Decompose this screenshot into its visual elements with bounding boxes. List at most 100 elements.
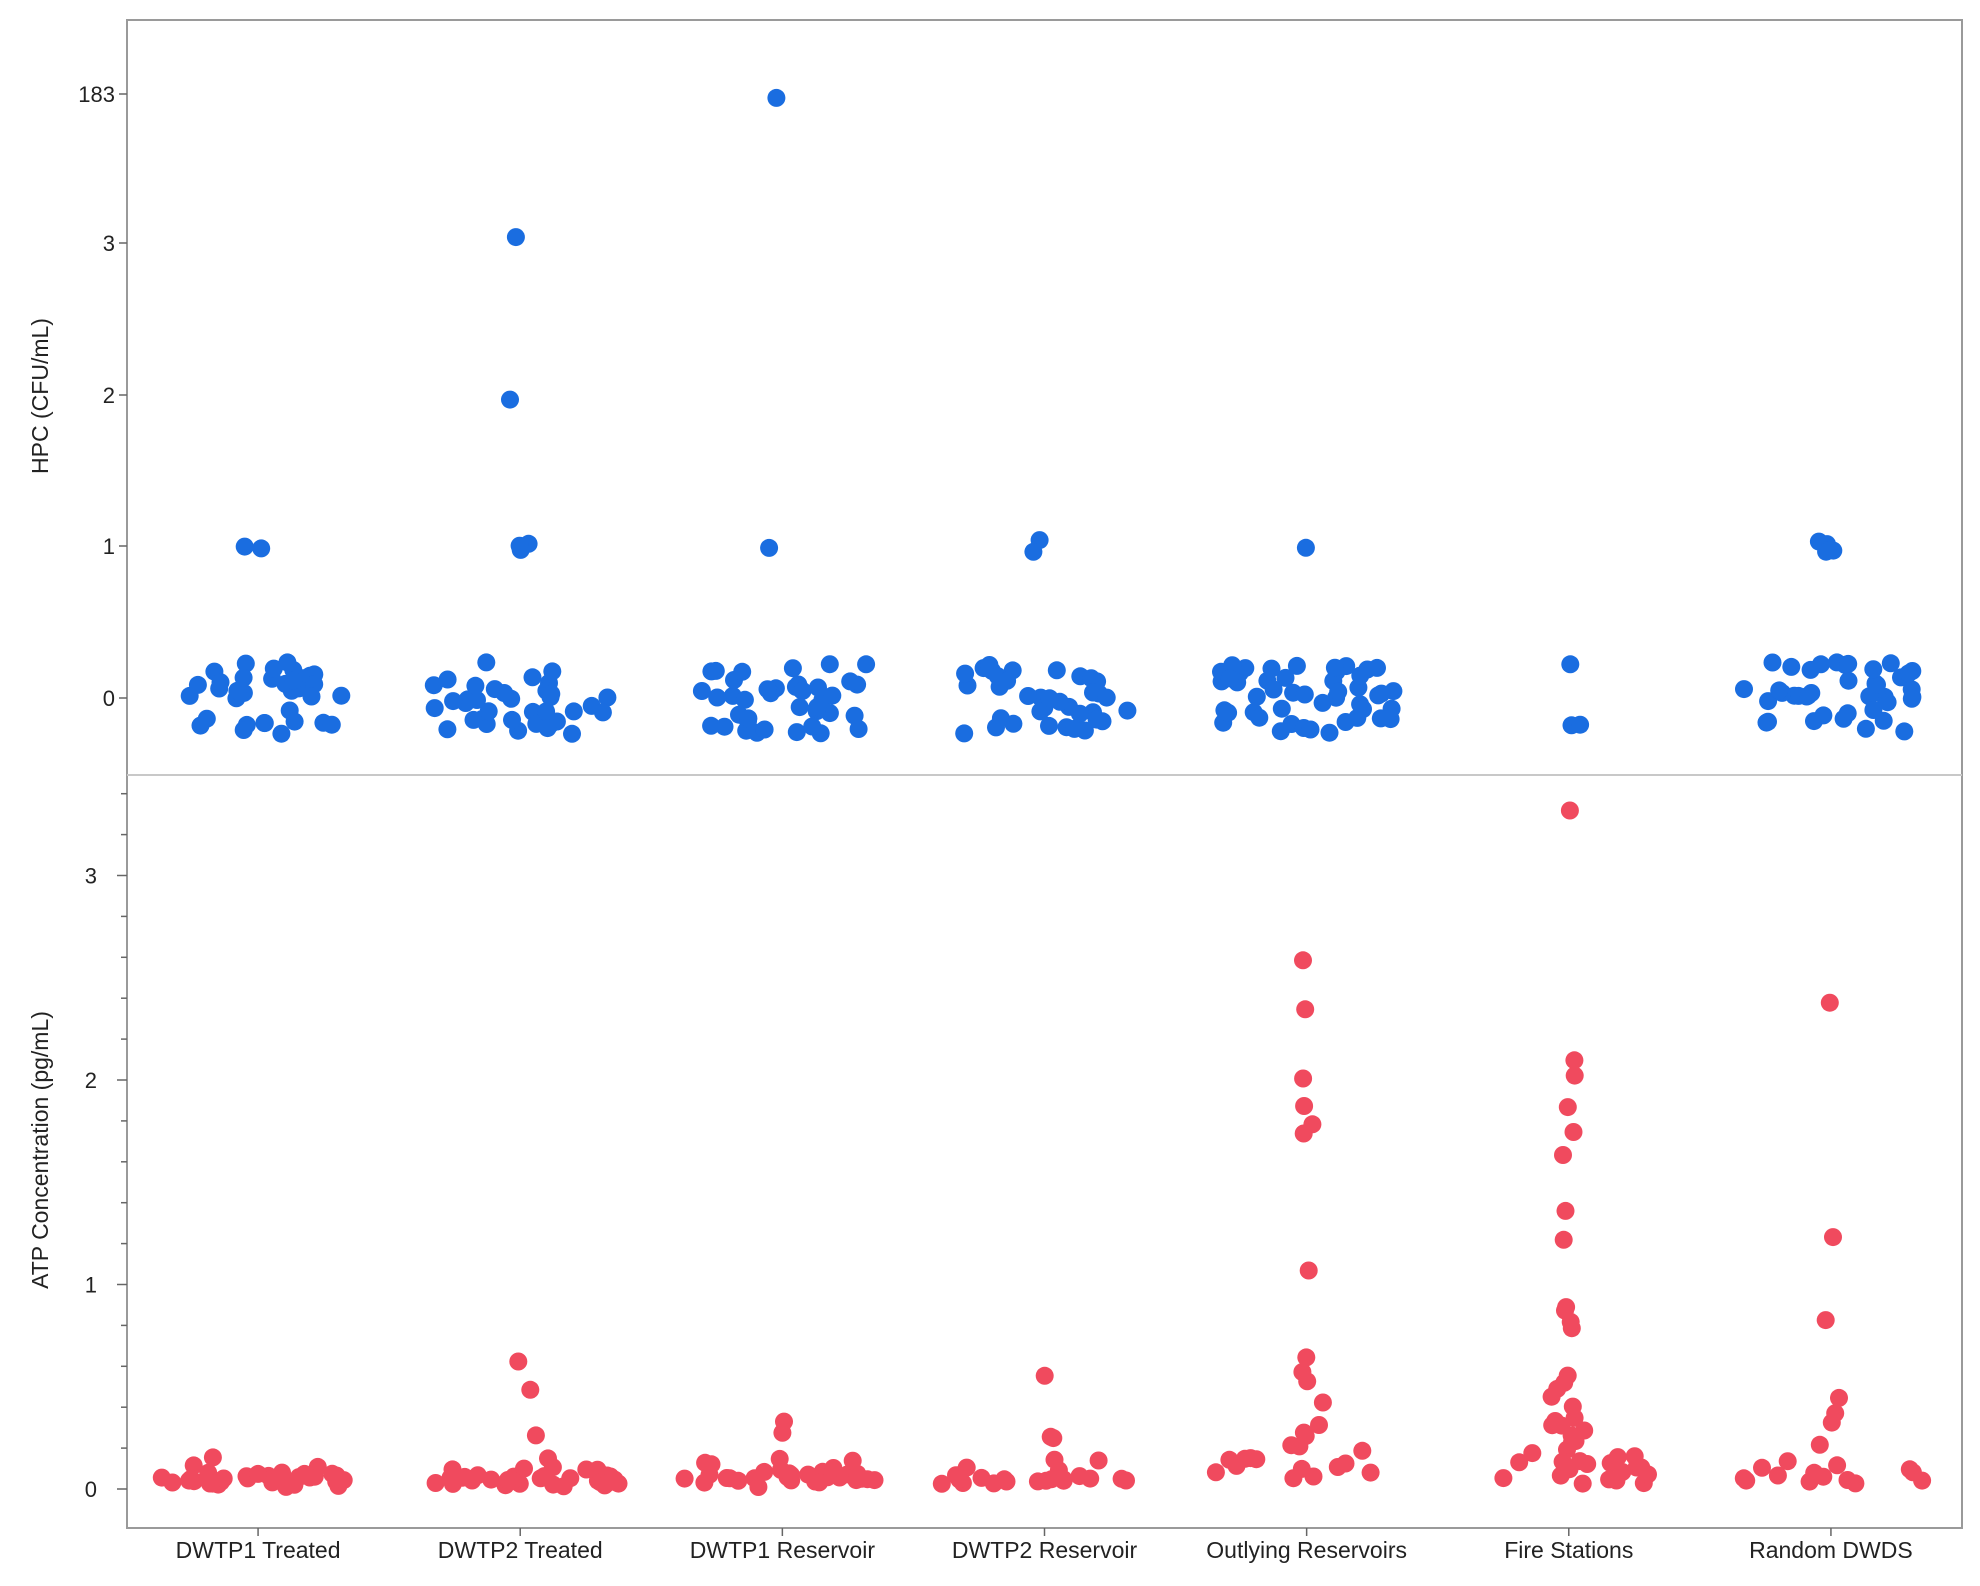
atp-point xyxy=(1838,1471,1857,1489)
atp-point xyxy=(1353,1441,1372,1460)
atp-point xyxy=(561,1469,580,1488)
hpc-point xyxy=(468,691,486,709)
atp-point xyxy=(810,1473,829,1492)
hpc-point xyxy=(1902,689,1921,708)
atp-point xyxy=(1045,1450,1064,1469)
hpc-point xyxy=(991,709,1010,728)
atp-point xyxy=(1810,1435,1829,1454)
atp-point xyxy=(1565,1051,1584,1070)
atp-point xyxy=(1089,1451,1108,1470)
hpc-axis-title: HPC (CFU/mL) xyxy=(27,318,53,474)
atp-point xyxy=(1554,1146,1572,1164)
atp-point xyxy=(1310,1416,1328,1434)
hpc-point xyxy=(715,717,734,736)
atp-point xyxy=(1494,1469,1513,1488)
hpc-tick-label: 1 xyxy=(103,534,115,559)
atp-point xyxy=(182,1469,200,1488)
atp-point xyxy=(995,1470,1014,1489)
hpc-point xyxy=(1084,683,1102,702)
atp-point xyxy=(729,1471,748,1490)
atp-point xyxy=(1830,1388,1848,1407)
atp-point xyxy=(577,1460,596,1479)
atp-point xyxy=(1554,1230,1573,1249)
hpc-point xyxy=(302,687,321,706)
atp-point xyxy=(775,1412,793,1431)
atp-point xyxy=(1284,1469,1303,1488)
hpc-point xyxy=(1276,668,1295,687)
hpc-point xyxy=(1782,657,1801,676)
atp-point xyxy=(526,1426,545,1445)
hpc-point xyxy=(1272,699,1291,718)
hpc-point xyxy=(1019,687,1038,705)
atp-point xyxy=(1814,1467,1833,1486)
hpc-point xyxy=(1250,708,1269,727)
hpc-point xyxy=(1070,704,1089,723)
atp-point xyxy=(1608,1448,1627,1467)
atp-point xyxy=(1627,1458,1646,1477)
atp-point xyxy=(782,1466,801,1485)
hpc-point xyxy=(1329,682,1348,701)
category-label: DWTP1 Treated xyxy=(176,1537,341,1563)
atp-tick-label: 2 xyxy=(85,1068,97,1093)
atp-point xyxy=(1227,1456,1246,1475)
atp-tick-label: 0 xyxy=(85,1477,97,1502)
hpc-point xyxy=(1271,722,1290,741)
atp-point xyxy=(203,1448,222,1467)
hpc-tick-label: 0 xyxy=(103,686,115,711)
atp-point xyxy=(1778,1452,1797,1471)
hpc-point xyxy=(1878,693,1897,712)
hpc-point xyxy=(1082,669,1101,688)
atp-point xyxy=(848,1464,867,1483)
hpc-point xyxy=(284,671,303,690)
hpc-point xyxy=(708,688,727,707)
atp-point xyxy=(1081,1469,1100,1488)
atp-point xyxy=(770,1449,789,1468)
hpc-point xyxy=(1047,661,1066,680)
hpc-point xyxy=(477,653,496,672)
hpc-point xyxy=(1759,712,1777,731)
atp-point xyxy=(972,1468,991,1487)
hpc-point xyxy=(1895,722,1914,741)
hpc-point xyxy=(197,709,216,728)
hpc-point xyxy=(1262,659,1281,678)
atp-point xyxy=(1523,1444,1542,1463)
hpc-point xyxy=(272,724,291,743)
hpc-point xyxy=(1296,538,1315,557)
hpc-point xyxy=(803,717,822,736)
hpc-point xyxy=(1868,675,1886,694)
hpc-point xyxy=(857,655,876,674)
atp-point xyxy=(1361,1463,1380,1482)
atp-point xyxy=(1816,1311,1835,1330)
hpc-point xyxy=(523,668,542,687)
hpc-point xyxy=(593,703,612,722)
hpc-point xyxy=(1735,680,1753,699)
hpc-point xyxy=(1881,654,1900,673)
hpc-point xyxy=(438,670,457,689)
hpc-point xyxy=(1118,701,1137,720)
hpc-point xyxy=(1097,688,1116,707)
hpc-point xyxy=(501,390,519,409)
atp-tick-label: 1 xyxy=(85,1273,97,1298)
atp-point xyxy=(1560,801,1579,820)
hpc-point xyxy=(1371,709,1390,728)
atp-point xyxy=(1297,1348,1316,1367)
hpc-point xyxy=(1899,664,1918,683)
atp-point xyxy=(443,1460,462,1479)
hpc-point xyxy=(563,724,581,743)
atp-point xyxy=(1328,1458,1347,1476)
hpc-point xyxy=(1040,689,1059,708)
hpc-point xyxy=(808,698,827,717)
hpc-point xyxy=(820,655,839,674)
hpc-point xyxy=(1040,716,1058,735)
hpc-point xyxy=(739,709,758,728)
atp-point xyxy=(1558,1098,1577,1117)
hpc-point xyxy=(793,681,812,700)
hpc-point xyxy=(706,661,725,680)
hpc-point xyxy=(1087,710,1106,729)
hpc-point xyxy=(1819,541,1838,560)
hpc-point xyxy=(252,539,271,558)
atp-point xyxy=(1313,1393,1332,1412)
hpc-point xyxy=(1247,687,1266,706)
atp-point xyxy=(824,1459,843,1477)
